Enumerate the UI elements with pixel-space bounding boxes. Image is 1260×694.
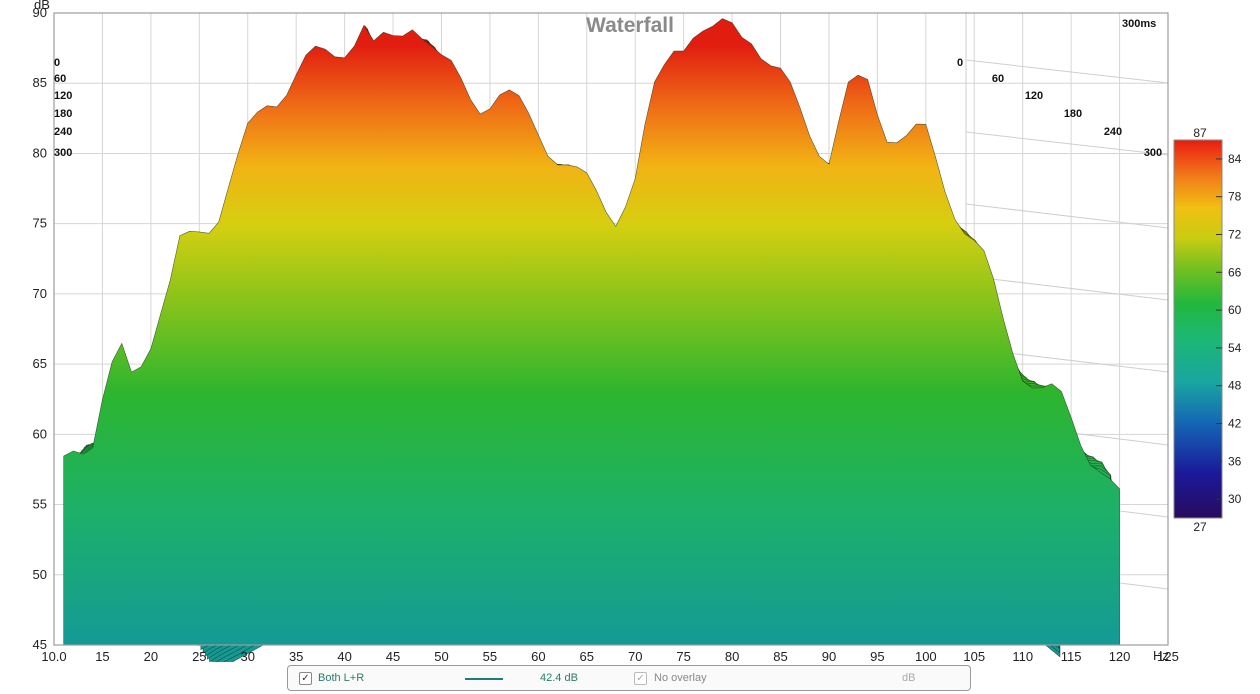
- unit-label: dB: [902, 672, 916, 684]
- colorbar-max-label: 87: [1193, 126, 1207, 140]
- y-tick-label: 55: [33, 497, 47, 512]
- colorbar-tick-label: 84: [1228, 152, 1242, 166]
- x-tick-label: 80: [725, 649, 739, 662]
- x-tick-label: 65: [580, 649, 594, 662]
- time-axis-ticks: 0 0 60 60 120 120 180 180 240 240 300 300: [54, 57, 1162, 159]
- colorbar-tick-label: 30: [1228, 492, 1242, 506]
- chart-title: Waterfall: [586, 14, 674, 37]
- x-tick-label: 105: [963, 649, 985, 662]
- colorbar-tick-label: 66: [1228, 265, 1242, 279]
- x-tick-label: 55: [483, 649, 497, 662]
- y-tick-label: 70: [33, 286, 47, 301]
- x-tick-label: 15: [95, 649, 109, 662]
- colorbar-gradient: [1173, 139, 1223, 519]
- channel-checkbox[interactable]: ✓: [299, 672, 312, 685]
- waterfall-slice: [63, 18, 1120, 646]
- grid-line-depth: [965, 203, 1169, 229]
- x-tick-label: 85: [773, 649, 787, 662]
- time-tick-label-left: 180: [54, 108, 72, 120]
- waterfall-surface: [63, 18, 1120, 662]
- x-tick-label: 50: [434, 649, 448, 662]
- colorbar-tick-label: 54: [1228, 341, 1242, 355]
- time-tick-label-right: 240: [1104, 126, 1122, 138]
- overlay-checkbox[interactable]: ✓: [634, 672, 647, 685]
- x-tick-label: 10.0: [41, 649, 66, 662]
- y-tick-label: 85: [33, 75, 47, 90]
- time-tick-label-right: 180: [1064, 108, 1082, 120]
- colorbar-tick-label: 42: [1228, 417, 1242, 431]
- time-tick-label-left: 0: [54, 57, 60, 69]
- x-tick-label: 75: [676, 649, 690, 662]
- colorbar-tick-label: 72: [1228, 228, 1242, 242]
- time-tick-label-left: 120: [54, 90, 72, 102]
- y-tick-label: 80: [33, 145, 47, 160]
- x-tick-label: 90: [822, 649, 836, 662]
- colorbar-tick-label: 78: [1228, 190, 1242, 204]
- x-tick-label: 70: [628, 649, 642, 662]
- x-tick-label: 30: [241, 649, 255, 662]
- x-tick-label: 45: [386, 649, 400, 662]
- time-tick-label-left: 300: [54, 147, 72, 159]
- x-tick-label: 110: [1012, 649, 1033, 662]
- x-axis-unit: Hz: [1153, 648, 1169, 662]
- y-tick-label: 90: [33, 5, 47, 20]
- colorbar-tick-label: 36: [1228, 454, 1242, 468]
- colorbar-tick-label: 48: [1228, 379, 1242, 393]
- x-axis-ticks: 10.0 15 20 25 30 35 40 45 50 55 60 65 70 75 80 85 90 95 10…: [41, 649, 1179, 662]
- overlay-label[interactable]: No overlay: [654, 672, 707, 684]
- y-tick-label: 50: [33, 567, 47, 582]
- channel-label[interactable]: Both L+R: [318, 672, 365, 684]
- y-tick-label: 45: [33, 637, 47, 652]
- legend-bar: ✓ Both L+R 42.4 dB ✓ No overlay dB: [287, 665, 971, 691]
- waterfall-chart: 45 50 55 60 65 70 75 80 85 90 10.0 15 20 25 30 35 40 45 5…: [33, 0, 1242, 662]
- x-tick-label: 25: [192, 649, 206, 662]
- colorbar-min-label: 27: [1193, 520, 1207, 534]
- channel-line-swatch: [465, 678, 503, 680]
- y-tick-label: 75: [33, 216, 47, 231]
- y-axis-unit: dB: [34, 0, 50, 12]
- x-tick-label: 20: [144, 649, 158, 662]
- grid-line-depth: [965, 131, 1169, 156]
- time-tick-label-right: 0: [957, 57, 963, 69]
- x-tick-label: 95: [870, 649, 884, 662]
- time-tick-label-left: 240: [54, 126, 72, 138]
- time-tick-label-right: 300: [1144, 147, 1162, 159]
- x-tick-label: 40: [337, 649, 351, 662]
- x-tick-label: 120: [1109, 649, 1131, 662]
- y-tick-label: 60: [33, 426, 47, 441]
- colorbar: 30 36 42 48 54 60 66 72 78 84 87 27: [1173, 126, 1242, 534]
- level-value: 42.4 dB: [540, 672, 578, 684]
- grid-line-depth: [965, 275, 1169, 301]
- colorbar-tick-label: 60: [1228, 303, 1242, 317]
- x-tick-label: 60: [531, 649, 545, 662]
- y-tick-label: 65: [33, 356, 47, 371]
- time-tick-label-right: 60: [992, 73, 1004, 85]
- time-window-label: 300ms: [1122, 18, 1156, 30]
- y-axis-ticks: 45 50 55 60 65 70 75 80 85 90: [33, 5, 47, 652]
- time-tick-label-right: 120: [1025, 90, 1043, 102]
- x-tick-label: 115: [1061, 649, 1082, 662]
- plot-border: [53, 12, 1169, 646]
- x-tick-label: 100: [915, 649, 937, 662]
- time-tick-label-left: 60: [54, 73, 66, 85]
- x-tick-label: 125: [1157, 649, 1179, 662]
- grid-line-depth: [965, 59, 1169, 84]
- x-tick-label: 35: [289, 649, 303, 662]
- plot-frame: [53, 12, 1169, 646]
